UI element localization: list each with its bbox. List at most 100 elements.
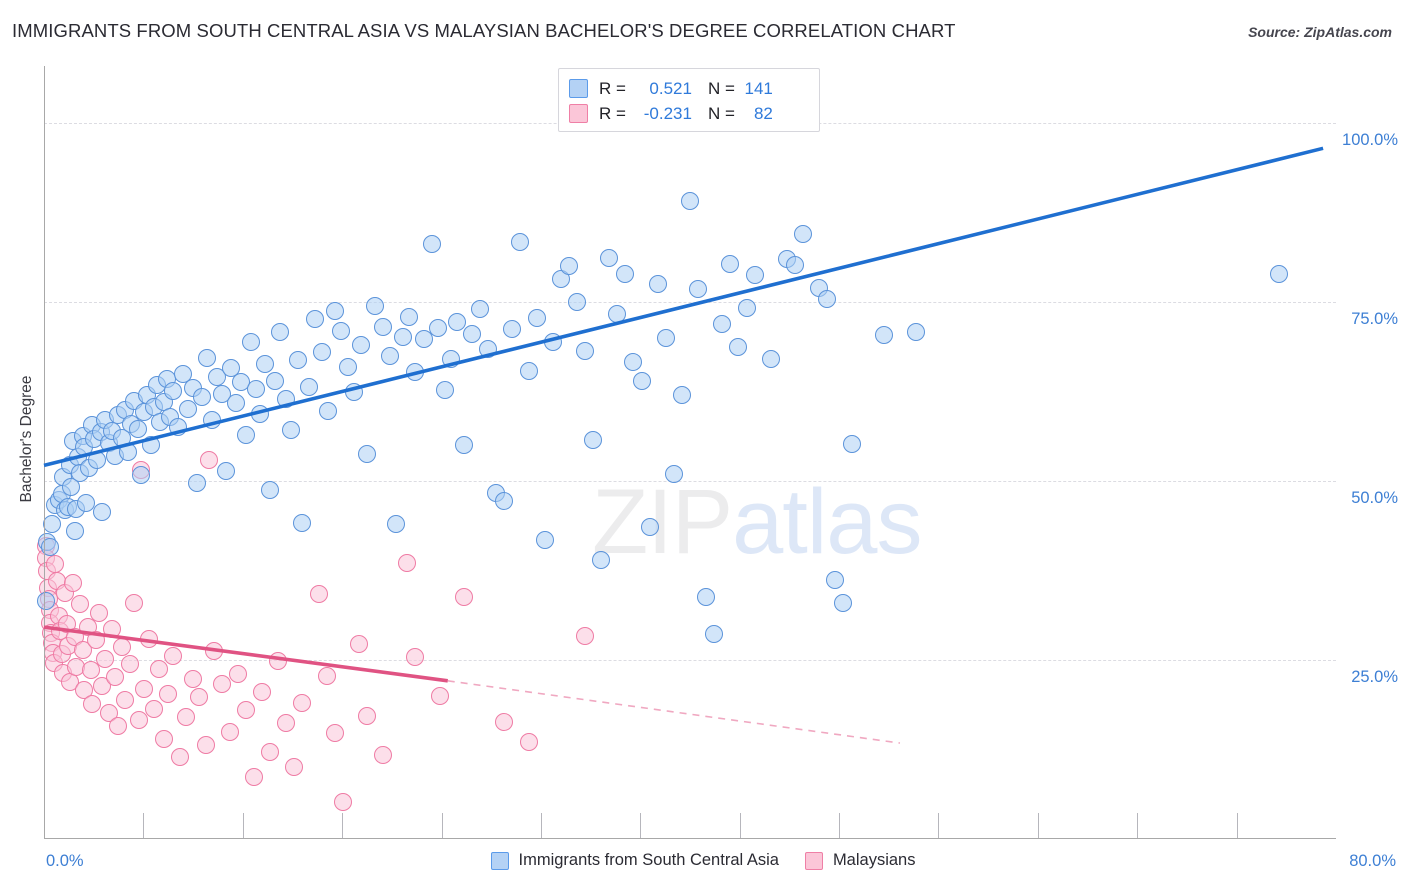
scatter-point — [37, 549, 56, 568]
scatter-point — [81, 661, 100, 680]
scatter-point — [317, 666, 336, 685]
scatter-point — [269, 652, 288, 671]
scatter-point — [54, 663, 73, 682]
stats-n-label-blue: N = — [707, 78, 735, 98]
scatter-point — [73, 427, 92, 446]
scatter-point — [338, 357, 357, 376]
scatter-point — [503, 320, 522, 339]
scatter-point — [228, 665, 247, 684]
scatter-point — [288, 351, 307, 370]
scatter-point — [99, 434, 118, 453]
scatter-point — [130, 711, 149, 730]
scatter-point — [198, 349, 217, 368]
stats-r-value-pink: -0.231 — [643, 103, 692, 123]
scatter-point — [319, 401, 338, 420]
scatter-point — [52, 485, 71, 503]
scatter-point — [576, 341, 595, 360]
scatter-point — [600, 248, 619, 267]
scatter-point — [217, 462, 236, 481]
legend-label-immigrants: Immigrants from South Central Asia — [518, 851, 779, 869]
scatter-point — [183, 379, 202, 398]
scatter-point — [54, 467, 73, 486]
scatter-point — [265, 371, 284, 390]
scatter-point — [511, 233, 530, 252]
scatter-point — [705, 625, 724, 644]
scatter-point — [190, 688, 209, 707]
scatter-point — [608, 304, 627, 323]
scatter-point — [487, 483, 506, 502]
scatter-point — [207, 367, 226, 386]
scatter-point — [39, 579, 58, 598]
scatter-point — [333, 792, 352, 811]
scatter-point — [745, 265, 764, 284]
legend-item-immigrants[interactable]: Immigrants from South Central Asia — [490, 851, 779, 870]
gridline — [44, 302, 1336, 304]
scatter-point — [241, 332, 260, 351]
scatter-point — [164, 646, 183, 665]
scatter-point — [122, 414, 141, 433]
scatter-point — [139, 629, 158, 648]
scatter-point — [842, 434, 861, 453]
scatter-point — [154, 393, 173, 412]
stats-swatch-pink — [569, 104, 588, 123]
scatter-point — [761, 350, 780, 369]
scatter-point — [358, 706, 376, 725]
scatter-point — [204, 642, 223, 661]
scatter-point — [306, 310, 325, 329]
x-axis-tick — [739, 813, 741, 839]
x-axis-tick — [441, 813, 443, 839]
scatter-point — [818, 290, 837, 309]
scatter-point — [543, 333, 562, 352]
scatter-point — [454, 588, 473, 607]
scatter-point — [345, 383, 364, 402]
scatter-point — [462, 324, 481, 343]
scatter-point — [46, 496, 65, 515]
scatter-point — [55, 501, 74, 520]
x-axis-tick — [143, 813, 145, 839]
legend-item-malaysians[interactable]: Malaysians — [804, 851, 915, 870]
scatter-point — [414, 330, 433, 349]
scatter-point — [559, 257, 578, 276]
scatter-point — [232, 373, 251, 392]
scatter-point — [785, 255, 804, 274]
x-axis-tick — [640, 813, 642, 839]
scatter-point — [285, 758, 304, 777]
scatter-point — [59, 497, 78, 516]
scatter-point — [479, 339, 498, 358]
scatter-point — [38, 561, 57, 580]
scatter-point — [220, 722, 239, 741]
stats-n-value-blue: 141 — [744, 78, 773, 98]
scatter-point — [406, 363, 425, 382]
scatter-point — [51, 622, 70, 641]
plot-area: ZIPatlas — [36, 66, 1336, 839]
scatter-point — [60, 456, 79, 475]
scatter-point — [325, 301, 344, 320]
scatter-point — [86, 631, 105, 650]
scatter-point — [96, 649, 115, 668]
scatter-point — [193, 388, 212, 407]
x-axis-tick — [342, 813, 344, 839]
y-axis-tick-label: 50.0% — [1351, 489, 1398, 508]
scatter-point — [244, 768, 263, 787]
scatter-point — [39, 589, 58, 608]
scatter-point — [430, 686, 449, 705]
scatter-point — [527, 308, 546, 327]
scatter-point — [73, 641, 92, 660]
scatter-point — [88, 450, 107, 469]
x-axis-tick — [938, 813, 940, 839]
scatter-point — [83, 416, 102, 435]
scatter-point — [68, 447, 87, 466]
y-axis-tick-label: 75.0% — [1351, 310, 1398, 329]
scatter-point — [47, 572, 66, 591]
scatter-point — [59, 636, 78, 655]
x-axis-tick — [1137, 813, 1139, 839]
scatter-point — [325, 724, 344, 743]
scatter-point — [246, 379, 265, 398]
x-axis-tick — [242, 813, 244, 839]
scatter-point — [120, 655, 139, 674]
scatter-point — [36, 536, 55, 555]
scatter-point — [183, 669, 202, 688]
scatter-point — [227, 394, 246, 413]
scatter-point — [49, 606, 68, 625]
